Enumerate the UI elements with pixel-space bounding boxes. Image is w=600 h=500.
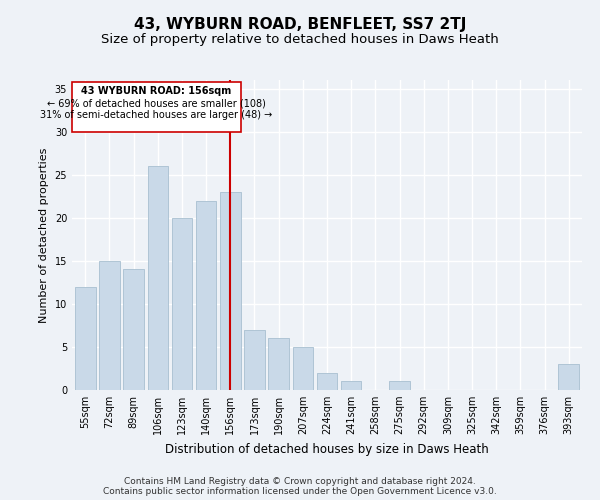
Bar: [196, 200, 217, 390]
Text: ← 69% of detached houses are smaller (108): ← 69% of detached houses are smaller (10…: [47, 98, 266, 108]
Bar: [559, 364, 579, 390]
Y-axis label: Number of detached properties: Number of detached properties: [39, 148, 49, 322]
Bar: [293, 347, 313, 390]
Text: Contains HM Land Registry data © Crown copyright and database right 2024.: Contains HM Land Registry data © Crown c…: [124, 476, 476, 486]
Text: 43, WYBURN ROAD, BENFLEET, SS7 2TJ: 43, WYBURN ROAD, BENFLEET, SS7 2TJ: [134, 18, 466, 32]
Text: Size of property relative to detached houses in Daws Heath: Size of property relative to detached ho…: [101, 32, 499, 46]
Bar: [124, 270, 144, 390]
Bar: [99, 261, 120, 390]
Bar: [172, 218, 192, 390]
Bar: [317, 373, 337, 390]
Bar: [148, 166, 168, 390]
FancyBboxPatch shape: [72, 82, 241, 132]
X-axis label: Distribution of detached houses by size in Daws Heath: Distribution of detached houses by size …: [165, 442, 489, 456]
Text: 43 WYBURN ROAD: 156sqm: 43 WYBURN ROAD: 156sqm: [82, 86, 232, 96]
Bar: [341, 382, 361, 390]
Bar: [268, 338, 289, 390]
Bar: [244, 330, 265, 390]
Text: 31% of semi-detached houses are larger (48) →: 31% of semi-detached houses are larger (…: [40, 110, 273, 120]
Bar: [75, 286, 95, 390]
Text: Contains public sector information licensed under the Open Government Licence v3: Contains public sector information licen…: [103, 486, 497, 496]
Bar: [389, 382, 410, 390]
Bar: [220, 192, 241, 390]
